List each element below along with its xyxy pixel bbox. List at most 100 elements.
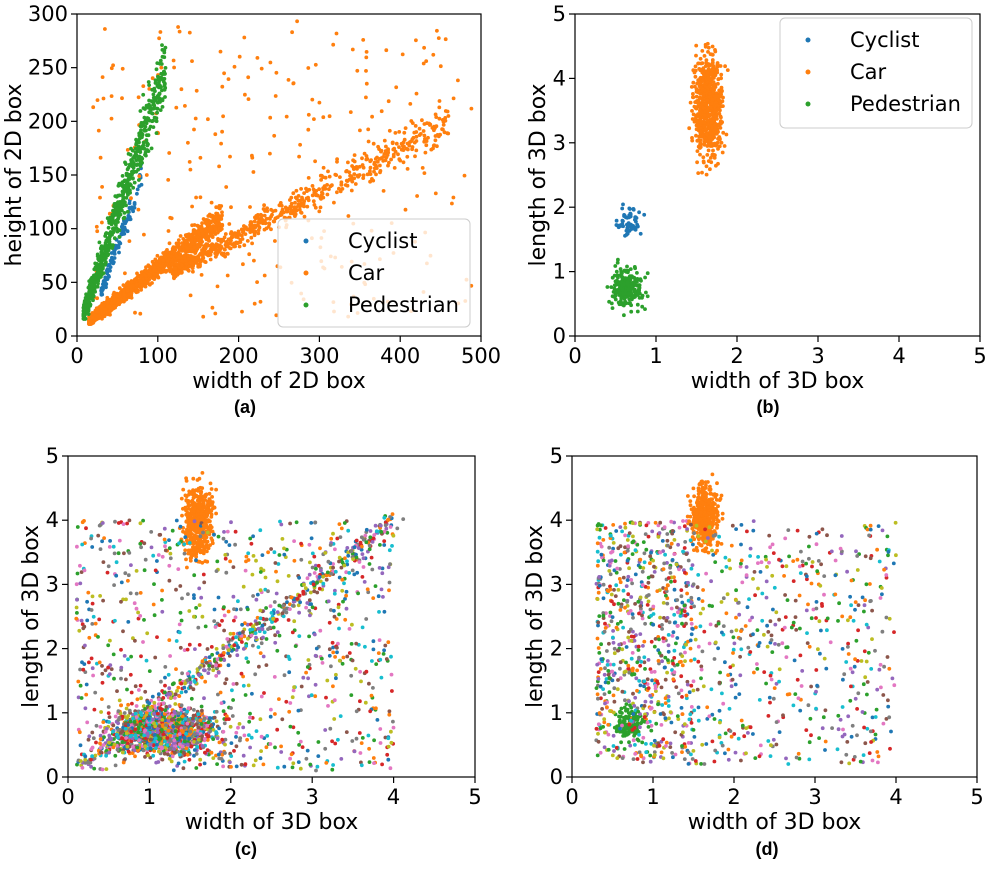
- data-point: [629, 275, 633, 279]
- data-point: [140, 135, 144, 140]
- data-point: [159, 65, 164, 70]
- data-point: [403, 207, 408, 212]
- data-point: [412, 130, 417, 135]
- data-point: [340, 187, 345, 191]
- data-point: [347, 170, 352, 175]
- data-point: [707, 114, 712, 118]
- data-point: [368, 165, 373, 170]
- data-point: [306, 66, 311, 70]
- data-point: [629, 309, 634, 314]
- data-point: [134, 283, 139, 287]
- series-cyclist: [614, 202, 647, 238]
- data-point: [105, 236, 110, 241]
- data-point: [159, 255, 164, 260]
- data-point: [318, 173, 323, 178]
- data-point: [259, 66, 264, 71]
- data-point: [422, 133, 427, 138]
- data-point: [132, 201, 137, 205]
- data-point: [159, 62, 164, 66]
- data-point: [709, 160, 714, 165]
- data-point: [183, 548, 188, 553]
- data-point: [213, 227, 218, 232]
- data-point: [230, 234, 234, 239]
- data-point: [183, 505, 188, 510]
- data-point: [435, 133, 440, 137]
- data-point: [123, 271, 127, 276]
- data-point: [152, 115, 157, 120]
- legend-label: Car: [850, 60, 887, 84]
- data-point: [114, 246, 119, 250]
- data-point: [190, 241, 195, 245]
- data-point: [710, 58, 715, 62]
- data-point: [422, 171, 427, 176]
- data-point: [95, 271, 100, 276]
- data-point: [243, 92, 247, 97]
- data-point: [136, 95, 141, 100]
- data-point: [310, 97, 315, 102]
- data-point: [99, 288, 104, 293]
- data-point: [89, 287, 93, 291]
- data-point: [131, 156, 136, 160]
- data-point: [355, 68, 360, 73]
- data-point: [138, 279, 143, 284]
- data-point: [272, 133, 277, 138]
- data-point: [450, 201, 454, 206]
- data-point: [112, 256, 117, 260]
- data-point: [708, 156, 713, 160]
- data-point: [147, 282, 152, 286]
- data-point: [153, 272, 158, 277]
- data-point: [710, 131, 714, 136]
- data-point: [191, 476, 196, 481]
- data-point: [181, 244, 186, 248]
- data-point: [411, 135, 416, 140]
- data-point: [443, 37, 448, 42]
- data-point: [716, 129, 720, 134]
- data-point: [164, 270, 168, 274]
- data-point: [273, 94, 278, 98]
- data-point: [698, 131, 703, 136]
- data-point: [206, 222, 210, 227]
- data-point: [408, 140, 412, 145]
- data-point: [721, 130, 726, 135]
- data-point: [433, 112, 438, 117]
- data-point: [129, 146, 133, 151]
- data-point: [431, 52, 436, 57]
- data-point: [708, 167, 712, 172]
- data-point: [306, 176, 311, 180]
- data-point: [93, 280, 98, 284]
- data-point: [702, 54, 707, 58]
- data-point: [273, 239, 277, 243]
- data-point: [368, 159, 373, 164]
- data-point: [691, 80, 696, 85]
- data-point: [222, 71, 227, 76]
- data-point: [200, 539, 205, 544]
- data-point: [699, 81, 703, 86]
- data-point: [709, 68, 714, 73]
- data-point: [94, 224, 99, 229]
- data-point: [638, 278, 643, 282]
- data-point: [298, 142, 302, 147]
- data-point: [710, 101, 714, 106]
- data-point: [694, 43, 699, 48]
- data-point: [242, 243, 247, 248]
- data-point: [721, 104, 725, 108]
- data-point: [125, 167, 130, 172]
- y-tick-label: 3: [553, 131, 566, 155]
- data-point: [252, 258, 256, 263]
- data-point: [317, 187, 321, 192]
- data-point: [129, 288, 134, 292]
- x-tick-label: 1: [649, 344, 662, 368]
- data-point: [160, 43, 164, 47]
- data-point: [135, 149, 140, 154]
- data-point: [700, 96, 704, 101]
- data-point: [701, 159, 706, 164]
- data-point: [130, 164, 135, 169]
- data-point: [173, 266, 178, 271]
- data-point: [131, 159, 135, 164]
- data-point: [220, 129, 225, 134]
- legend-label: Pedestrian: [348, 293, 459, 317]
- data-point: [701, 102, 705, 106]
- data-point: [700, 75, 705, 80]
- data-point: [90, 283, 95, 288]
